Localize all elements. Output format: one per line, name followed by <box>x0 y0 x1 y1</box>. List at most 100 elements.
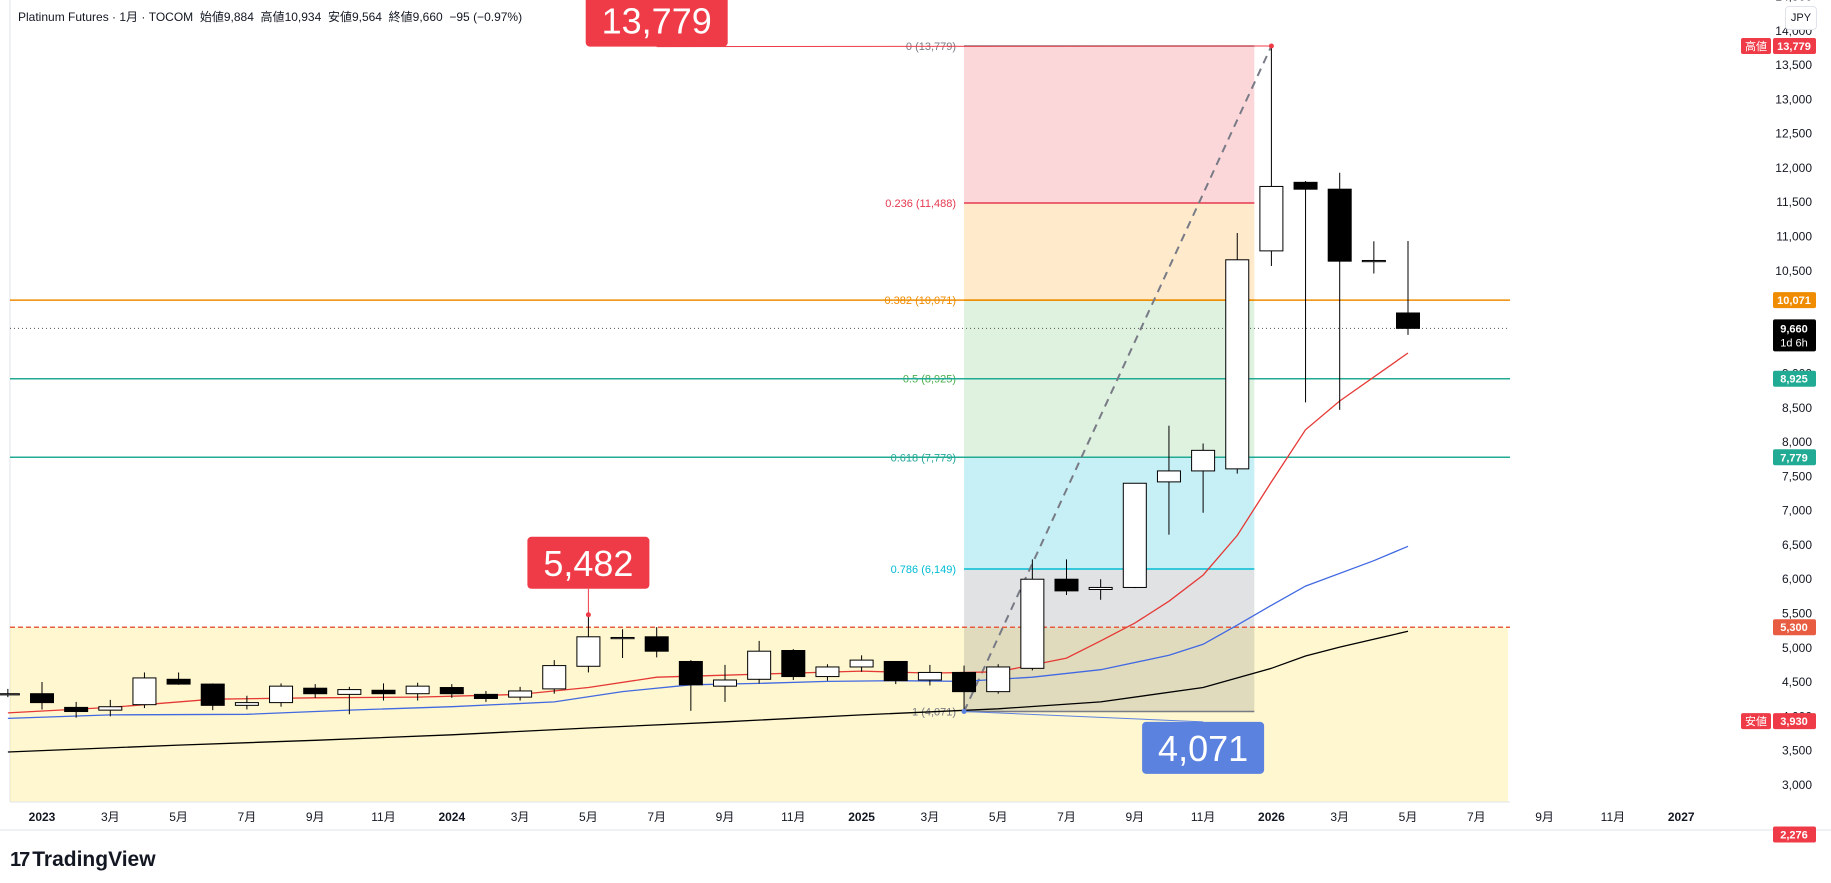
trend-line[interactable] <box>963 45 1273 712</box>
price-badge-8,925-box <box>1773 370 1816 387</box>
price-badge-7,779[interactable]: 7,779 <box>1773 449 1816 466</box>
price-mark-3,930-box <box>1773 713 1816 730</box>
candle-2026-03[interactable] <box>1327 188 1352 262</box>
y-tick-5,500: 5,500 <box>1782 606 1812 620</box>
fib-label-0.236: 0.236 (11,488) <box>885 198 956 210</box>
candle-2024-03[interactable] <box>508 690 533 698</box>
close-value: 9,660 <box>412 10 443 24</box>
candle-2024-12[interactable] <box>815 666 840 678</box>
candle-2025-05[interactable] <box>986 666 1011 693</box>
candle-2023-12[interactable] <box>405 685 430 695</box>
price-badge-10,071[interactable]: 10,071 <box>1773 292 1816 309</box>
price-mark-13,779-text: 13,779 <box>1777 41 1811 53</box>
fib-zone-0.5 <box>964 378 1255 458</box>
candle-2023-08[interactable] <box>269 685 294 704</box>
candle-2024-04[interactable] <box>542 665 567 690</box>
candle-2024-02[interactable] <box>473 693 498 699</box>
symbol-title[interactable]: Platinum Futures · 1月 · TOCOM <box>18 10 194 24</box>
candle-2023-09[interactable] <box>303 687 328 695</box>
y-tick-12,000: 12,000 <box>1775 161 1812 175</box>
price-mark-3,930-tag-text: 安値 <box>1745 714 1767 728</box>
x-tick-2025-03: 3月 <box>921 810 940 824</box>
price-mark-2,276[interactable]: 2,276 <box>1773 826 1816 843</box>
currency-button[interactable]: JPY <box>1785 6 1817 30</box>
price-badge-8,925-text: 8,925 <box>1780 374 1808 386</box>
candle-2026-05[interactable] <box>1396 312 1420 329</box>
low-value: 9,564 <box>351 10 382 24</box>
callout-box-4,071[interactable] <box>1142 721 1265 774</box>
last-price-text: 9,660 <box>1780 323 1808 335</box>
candle-2024-01[interactable] <box>439 687 464 695</box>
price-badge-5,300[interactable]: 5,300 <box>1773 619 1816 636</box>
y-tick-7,500: 7,500 <box>1782 469 1812 483</box>
y-tick-11,500: 11,500 <box>1776 195 1812 209</box>
candle-2025-03[interactable] <box>917 671 942 681</box>
x-tick-2023-05: 5月 <box>169 810 188 824</box>
candle-2023-05[interactable] <box>166 678 191 685</box>
y-tick-7,000: 7,000 <box>1782 504 1812 518</box>
y-tick-8,000: 8,000 <box>1782 435 1812 449</box>
price-badge-5,300-text: 5,300 <box>1780 622 1808 634</box>
candle-2023-07[interactable] <box>234 702 259 706</box>
tradingview-logo-icon: 17 <box>10 848 30 871</box>
candle-2025-12[interactable] <box>1225 259 1250 470</box>
last-price-badge[interactable] <box>1773 319 1816 352</box>
candle-2025-07[interactable] <box>1054 578 1079 592</box>
candle-2022-12[interactable] <box>0 693 20 696</box>
callout-text-13,779: 13,779 <box>602 1 712 42</box>
candle-2023-03[interactable] <box>98 706 123 711</box>
candle-2023-01[interactable] <box>30 693 54 704</box>
price-badge-10,071-text: 10,071 <box>1777 295 1811 307</box>
candle-2026-04[interactable] <box>1361 259 1386 263</box>
fib-label-0.618: 0.618 (7,779) <box>891 452 956 464</box>
candle-2025-06[interactable] <box>1020 578 1045 669</box>
candle-2023-10[interactable] <box>337 689 362 695</box>
candle-2025-04[interactable] <box>952 671 977 693</box>
candle-2024-09[interactable] <box>713 679 737 687</box>
y-tick-13,000: 13,000 <box>1775 92 1812 106</box>
candle-2023-02[interactable] <box>64 706 89 713</box>
candle-2025-08[interactable] <box>1088 586 1113 591</box>
candle-2023-04[interactable] <box>132 677 157 706</box>
candle-2024-06[interactable] <box>610 636 635 640</box>
candle-2026-01[interactable] <box>1259 185 1284 252</box>
candle-2023-11[interactable] <box>371 689 396 695</box>
y-tick-8,500: 8,500 <box>1782 401 1812 415</box>
candle-2026-02[interactable] <box>1293 181 1318 190</box>
candle-2024-05[interactable] <box>576 636 601 667</box>
fib-zone-0.786 <box>964 569 1255 712</box>
x-tick-2027-01: 2027 <box>1668 810 1695 824</box>
callout-box-5,482[interactable] <box>527 536 650 589</box>
fib-zone-0.382 <box>964 300 1255 379</box>
callout-box-13,779[interactable] <box>585 0 728 47</box>
x-tick-2025-05: 5月 <box>989 810 1008 824</box>
candle-2025-09[interactable] <box>1122 482 1147 588</box>
last-price-countdown: 1d 6h <box>1780 337 1808 349</box>
x-tick-2025-07: 7月 <box>1057 810 1076 824</box>
candle-2025-01[interactable] <box>849 659 874 668</box>
tradingview-logo[interactable]: 17 TradingView <box>10 848 156 872</box>
candle-2025-10[interactable] <box>1156 470 1181 483</box>
price-mark-13,779[interactable]: 13,779 高値 <box>1741 37 1816 54</box>
close-label: 終値 <box>388 10 413 24</box>
candle-2023-06[interactable] <box>200 683 225 706</box>
candle-2024-08[interactable] <box>678 660 703 686</box>
price-mark-13,779-tag-text: 高値 <box>1745 39 1767 53</box>
callout-pointer-4,071 <box>964 710 1204 723</box>
price-mark-3,930[interactable]: 3,930 安値 <box>1741 713 1816 730</box>
y-tick-6,500: 6,500 <box>1782 538 1812 552</box>
x-tick-2026-05: 5月 <box>1399 810 1418 824</box>
price-mark-2,276-box <box>1773 826 1816 843</box>
price-badge-8,925[interactable]: 8,925 <box>1773 370 1816 387</box>
candle-2024-11[interactable] <box>781 650 806 678</box>
candle-2024-10[interactable] <box>747 650 772 680</box>
y-tick-4,500: 4,500 <box>1782 675 1812 689</box>
fib-zone-0 <box>964 45 1255 204</box>
high-value: 10,934 <box>284 10 322 24</box>
candle-2025-11[interactable] <box>1191 449 1216 472</box>
candle-2025-02[interactable] <box>883 660 908 682</box>
candle-2024-07[interactable] <box>644 636 669 652</box>
